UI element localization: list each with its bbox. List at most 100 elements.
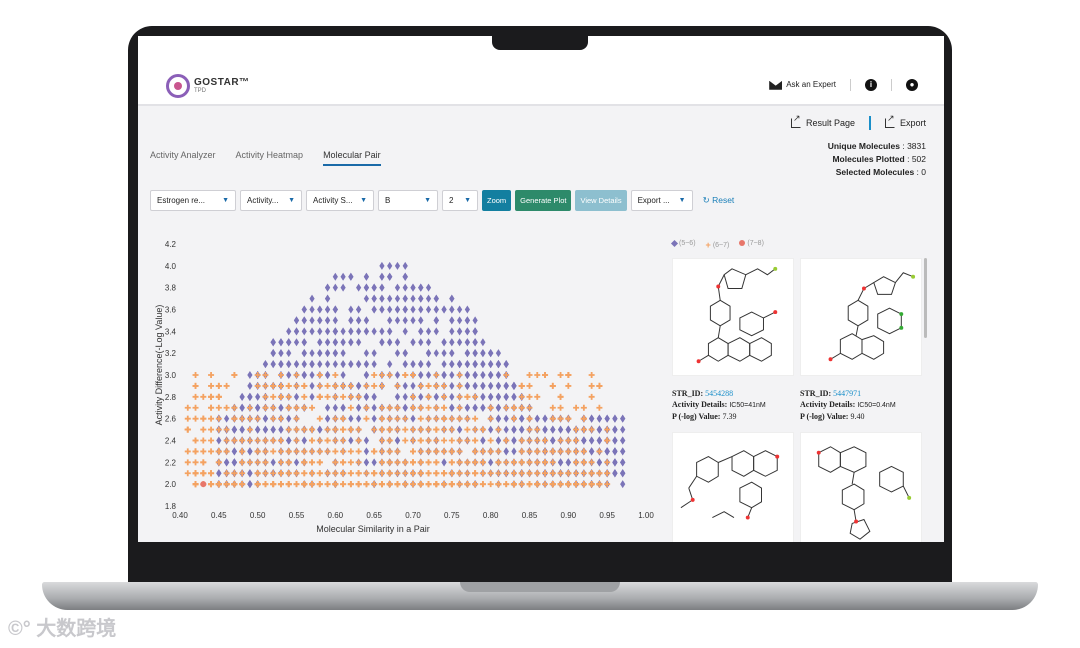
plus-point [464,459,471,466]
plus-point [604,459,611,466]
zoom-button[interactable]: Zoom [482,190,512,211]
str-id-link[interactable]: 5447971 [833,389,862,398]
activity-details-value: IC50=0.4nM [857,402,896,409]
legend-item-6-7[interactable]: + (6~7) [706,240,730,250]
reset-button[interactable]: ↻ Reset [703,195,735,206]
plus-point [363,470,370,477]
plus-point [580,459,587,466]
diamond-point [324,327,331,336]
diamond-point [565,425,571,434]
result-page-link[interactable]: Result Page [790,113,855,129]
plus-point [417,426,424,433]
activity-details-value: IC50=41nM [729,402,766,409]
plus-point [293,415,300,422]
n-select[interactable]: 2 ▼ [442,190,478,211]
molecule-card[interactable]: STR_ID: 5447971 Activity Details: IC50=0… [800,258,922,422]
plus-point [277,437,284,444]
diamond-point [317,360,323,369]
diamond-point [620,436,626,445]
diamond-point [309,305,315,314]
brand-name: GOSTAR™ [194,77,250,88]
plus-point [433,459,440,466]
plus-point [246,459,253,466]
plus-point [363,382,370,389]
plus-point [208,437,215,444]
plus-point [208,470,215,477]
diamond-point [472,338,478,347]
legend-item-5-6[interactable]: (5~6) [670,239,696,250]
plus-point [503,481,510,488]
activity-select[interactable]: Activity... ▼ [240,190,302,211]
str-id-label: STR_ID: [800,389,832,398]
scatter-chart[interactable]: 0.40 0.45 0.50 0.55 0.60 0.65 0.70 0.75 0.80 0.85… [150,234,670,538]
plus-point [277,393,284,400]
info-icon[interactable]: i [865,79,877,91]
plus-point [417,459,424,466]
export-select[interactable]: Export ... ▼ [630,190,693,211]
plus-point [495,470,502,477]
plus-point [503,372,510,378]
plus-point [596,382,603,389]
diamond-point [511,392,517,401]
plus-point [316,459,323,466]
diamond-point [620,469,626,478]
x-axis-label: Molecular Similarity in a Pair [316,524,430,534]
diamond-point [379,305,385,314]
diamond-point [480,392,486,401]
molecule-card[interactable] [800,432,922,542]
ask-expert-link[interactable]: Ask an Expert [769,80,836,90]
legend-item-7-8[interactable]: (7~8) [739,240,764,250]
user-account-icon[interactable]: ● [906,79,918,91]
generate-plot-button[interactable]: Generate Plot [515,190,572,211]
diamond-point [239,425,245,434]
plus-point [378,404,385,411]
b-select[interactable]: B ▼ [378,190,438,211]
activity-select-value: Activity... [247,196,279,205]
plus-point [332,459,339,466]
plus-point [200,393,207,400]
diamond-point [495,360,502,369]
molecule-card[interactable]: STR_ID: 5454288 Activity Details: IC50=4… [672,258,794,422]
plus-point [215,415,222,422]
plus-point [239,448,246,455]
diamond-point [425,338,432,347]
plus-point [324,393,331,400]
diamond-point [332,360,338,369]
plus-point [285,393,292,400]
plus-point [441,393,448,400]
plus-point [340,470,347,477]
molecule-panel-scrollbar[interactable] [924,258,927,338]
unique-molecules-label: Unique Molecules [827,141,900,151]
plus-point [386,372,393,378]
tab-molecular-pair[interactable]: Molecular Pair [323,150,381,166]
molecule-panel: STR_ID: 5454288 Activity Details: IC50=4… [672,258,928,542]
molecule-card[interactable] [672,432,794,542]
diamond-point [348,272,354,281]
plus-point [371,426,378,433]
plus-point [239,415,246,422]
tab-activity-heatmap[interactable]: Activity Heatmap [235,150,304,160]
diamond-point [216,469,222,478]
plus-point [510,459,517,466]
diamond-point [620,425,626,434]
view-details-button[interactable]: View Details [575,190,627,211]
diamond-point [441,349,447,358]
diamond-point [425,305,432,314]
y-tick-label: 3.2 [165,349,177,358]
divider [868,116,871,130]
diamond-point [363,349,369,358]
diamond-point [464,349,470,358]
tab-activity-analyzer[interactable]: Activity Analyzer [150,150,216,160]
str-id-link[interactable]: 5454288 [705,389,734,398]
plus-point [340,426,347,433]
target-select[interactable]: Estrogen re... ▼ [150,190,236,211]
activity-s-select[interactable]: Activity S... ▼ [306,190,374,211]
export-link[interactable]: Export [884,113,926,129]
plus-point [573,481,580,488]
molecule-structure-image [672,432,794,542]
diamond-point [340,272,346,281]
gostar-logo-icon[interactable] [166,74,190,98]
plus-point [215,382,222,389]
diamond-point [394,349,401,358]
